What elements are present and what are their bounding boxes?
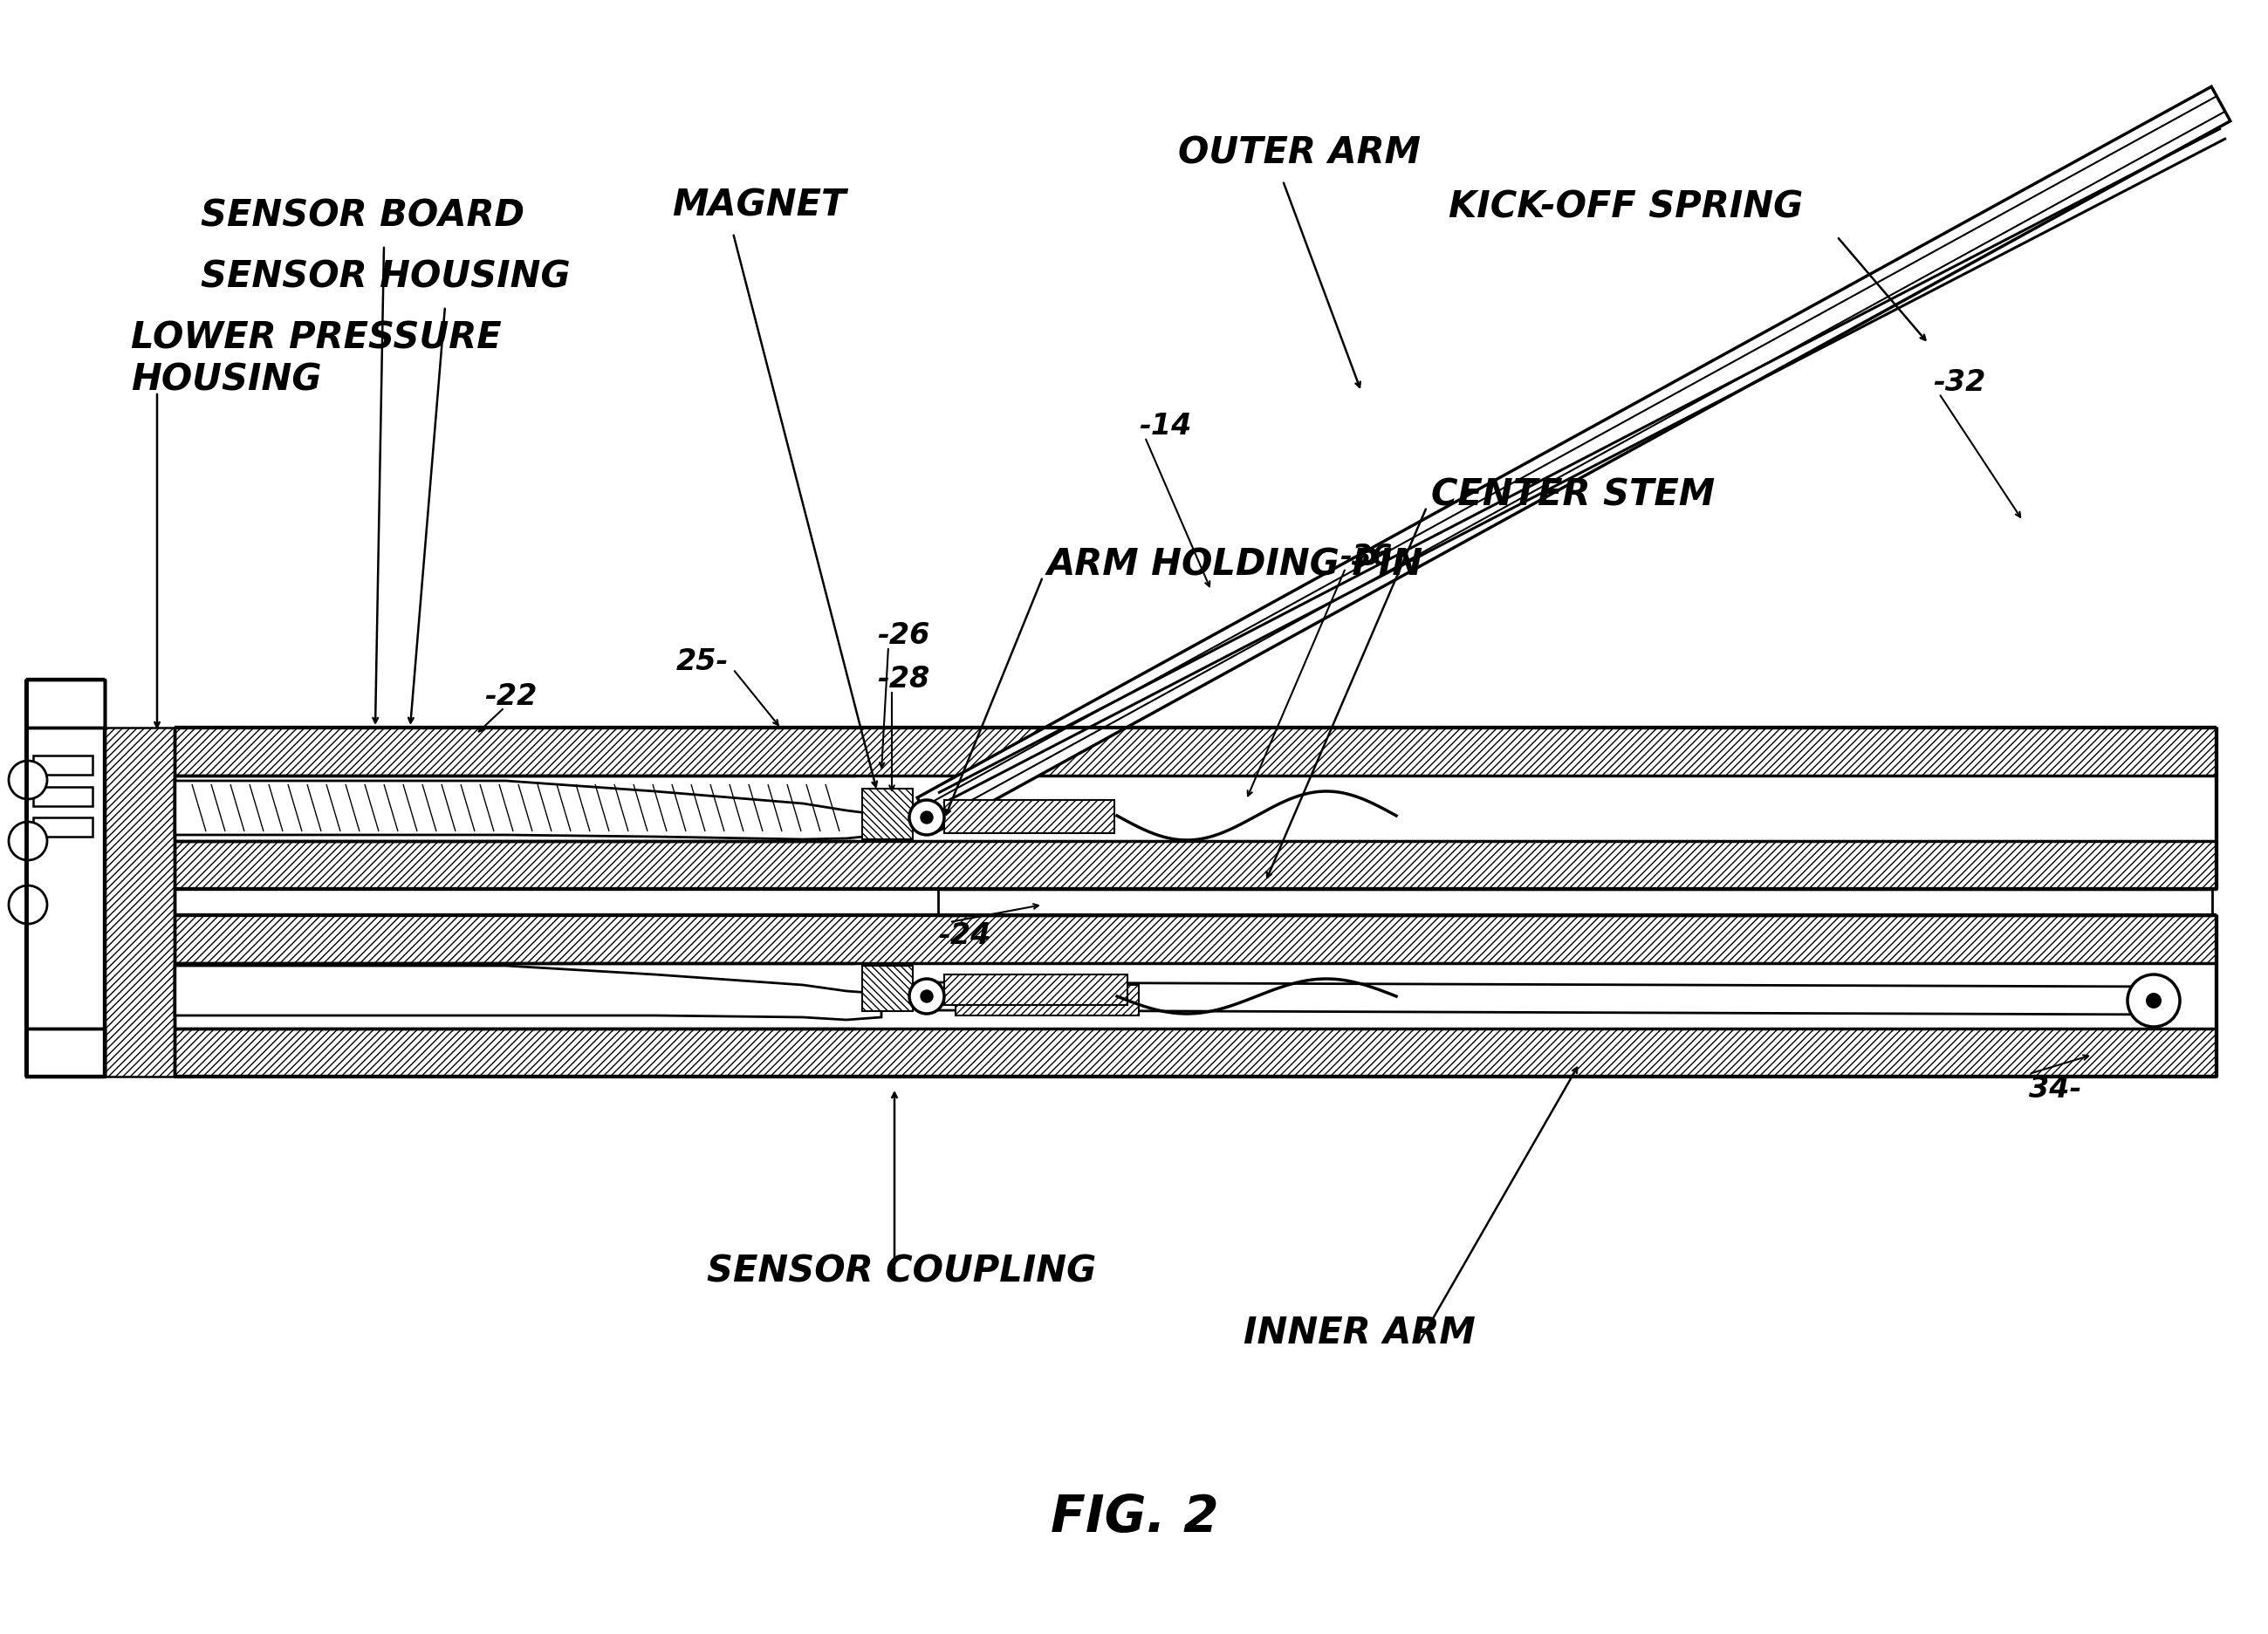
Text: SENSOR BOARD: SENSOR BOARD <box>200 198 524 235</box>
Polygon shape <box>916 88 2229 832</box>
Text: -26: -26 <box>878 621 930 649</box>
Text: -36: -36 <box>1340 542 1393 570</box>
Bar <box>862 966 912 1011</box>
Text: -14: -14 <box>1139 412 1191 440</box>
Circle shape <box>909 979 943 1015</box>
Bar <box>939 889 2211 915</box>
Bar <box>175 964 2216 1029</box>
Bar <box>104 729 175 1077</box>
Circle shape <box>921 812 932 824</box>
Bar <box>175 915 2216 964</box>
Circle shape <box>909 801 943 835</box>
Polygon shape <box>928 982 2173 1015</box>
Circle shape <box>9 822 48 861</box>
Text: LOWER PRESSURE: LOWER PRESSURE <box>132 320 501 356</box>
Text: 25-: 25- <box>676 647 728 675</box>
Text: -24: -24 <box>939 922 991 949</box>
Circle shape <box>921 990 932 1003</box>
Bar <box>34 819 93 837</box>
Text: -32: -32 <box>1932 368 1984 397</box>
Text: -22: -22 <box>485 681 538 711</box>
Bar <box>943 801 1114 833</box>
Polygon shape <box>175 966 882 1020</box>
Text: INNER ARM: INNER ARM <box>1243 1314 1476 1351</box>
Bar <box>175 729 2216 776</box>
Circle shape <box>9 761 48 799</box>
Text: SENSOR HOUSING: SENSOR HOUSING <box>200 258 569 296</box>
Text: FIG. 2: FIG. 2 <box>1050 1492 1218 1542</box>
Text: SENSOR COUPLING: SENSOR COUPLING <box>708 1253 1095 1289</box>
Bar <box>862 789 912 840</box>
Text: 34-: 34- <box>2030 1074 2082 1103</box>
Bar <box>943 975 1127 1005</box>
Bar <box>955 985 1139 1016</box>
Text: -28: -28 <box>878 663 930 693</box>
Circle shape <box>2146 993 2161 1008</box>
Polygon shape <box>175 781 882 840</box>
Text: CENTER STEM: CENTER STEM <box>1431 477 1715 513</box>
Bar <box>27 680 104 1077</box>
Text: ARM HOLDING PIN: ARM HOLDING PIN <box>1048 547 1424 583</box>
Bar <box>175 842 2216 889</box>
Bar <box>175 1029 2216 1077</box>
Text: MAGNET: MAGNET <box>671 186 846 224</box>
Circle shape <box>2127 975 2180 1028</box>
Bar <box>175 776 2216 842</box>
Bar <box>34 757 93 775</box>
Text: KICK-OFF SPRING: KICK-OFF SPRING <box>1449 190 1803 225</box>
Bar <box>34 788 93 807</box>
Text: OUTER ARM: OUTER ARM <box>1177 134 1420 172</box>
Circle shape <box>9 886 48 925</box>
Text: HOUSING: HOUSING <box>132 361 322 397</box>
